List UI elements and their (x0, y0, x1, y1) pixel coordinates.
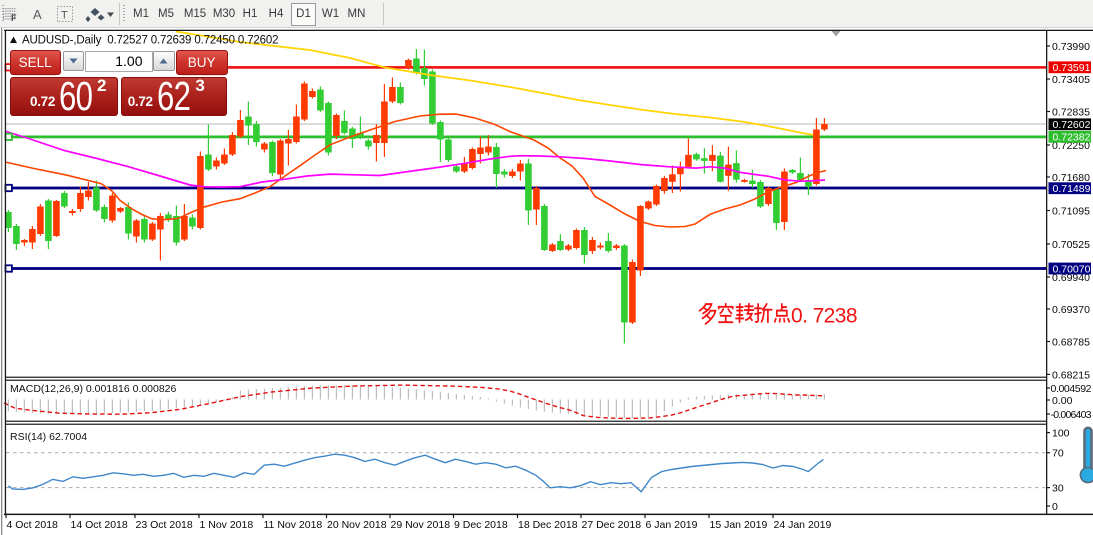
svg-text:0.70070: 0.70070 (1053, 263, 1091, 275)
svg-text:0.68215: 0.68215 (1052, 369, 1090, 381)
svg-text:0.71489: 0.71489 (1053, 183, 1091, 195)
svg-text:0.72602: 0.72602 (1053, 119, 1091, 131)
svg-text:30: 30 (1052, 483, 1064, 495)
svg-text:20 Nov 2018: 20 Nov 2018 (327, 519, 387, 531)
svg-text:0.69940: 0.69940 (1052, 272, 1090, 284)
svg-text:15 Jan 2019: 15 Jan 2019 (710, 519, 768, 531)
svg-text:9 Dec 2018: 9 Dec 2018 (454, 519, 508, 531)
svg-text:0.71095: 0.71095 (1052, 206, 1090, 218)
svg-text:6 Jan 2019: 6 Jan 2019 (646, 519, 698, 531)
svg-text:27 Dec 2018: 27 Dec 2018 (582, 519, 642, 531)
svg-text:0. 7238: 0. 7238 (791, 305, 858, 328)
svg-text:1 Nov 2018: 1 Nov 2018 (200, 519, 254, 531)
svg-text:0.70525: 0.70525 (1052, 239, 1090, 251)
svg-text:11 Nov 2018: 11 Nov 2018 (264, 519, 323, 531)
svg-text:0.68785: 0.68785 (1052, 337, 1090, 349)
svg-text:0.73405: 0.73405 (1052, 74, 1090, 86)
svg-text:100: 100 (1052, 428, 1070, 440)
svg-text:0.73990: 0.73990 (1052, 41, 1090, 53)
svg-text:0.72835: 0.72835 (1052, 107, 1090, 119)
svg-text:MACD(12,26,9) 0.001816 0.00082: MACD(12,26,9) 0.001816 0.000826 (10, 383, 177, 395)
svg-text:14 Oct 2018: 14 Oct 2018 (71, 519, 128, 531)
svg-text:4 Oct 2018: 4 Oct 2018 (7, 519, 59, 531)
svg-text:RSI(14) 62.7004: RSI(14) 62.7004 (10, 431, 87, 443)
svg-text:A: A (33, 7, 42, 22)
svg-text:0.00: 0.00 (1052, 395, 1073, 407)
svg-text:0.72382: 0.72382 (1053, 132, 1091, 144)
svg-text:0.004592: 0.004592 (1051, 383, 1092, 395)
svg-text:0: 0 (1052, 501, 1058, 513)
svg-text:0.73591: 0.73591 (1053, 62, 1091, 74)
svg-text:24 Jan 2019: 24 Jan 2019 (774, 519, 832, 531)
svg-text:0.69370: 0.69370 (1052, 304, 1090, 316)
svg-text:0.72250: 0.72250 (1052, 140, 1090, 152)
svg-text:-0.006403: -0.006403 (1051, 409, 1092, 421)
svg-text:29 Nov 2018: 29 Nov 2018 (391, 519, 451, 531)
svg-text:70: 70 (1052, 448, 1064, 460)
svg-text:23 Oct 2018: 23 Oct 2018 (136, 519, 193, 531)
svg-text:F: F (11, 13, 17, 23)
svg-text:0.71680: 0.71680 (1052, 172, 1090, 184)
svg-text:18 Dec 2018: 18 Dec 2018 (518, 519, 578, 531)
svg-text:T: T (61, 10, 68, 22)
